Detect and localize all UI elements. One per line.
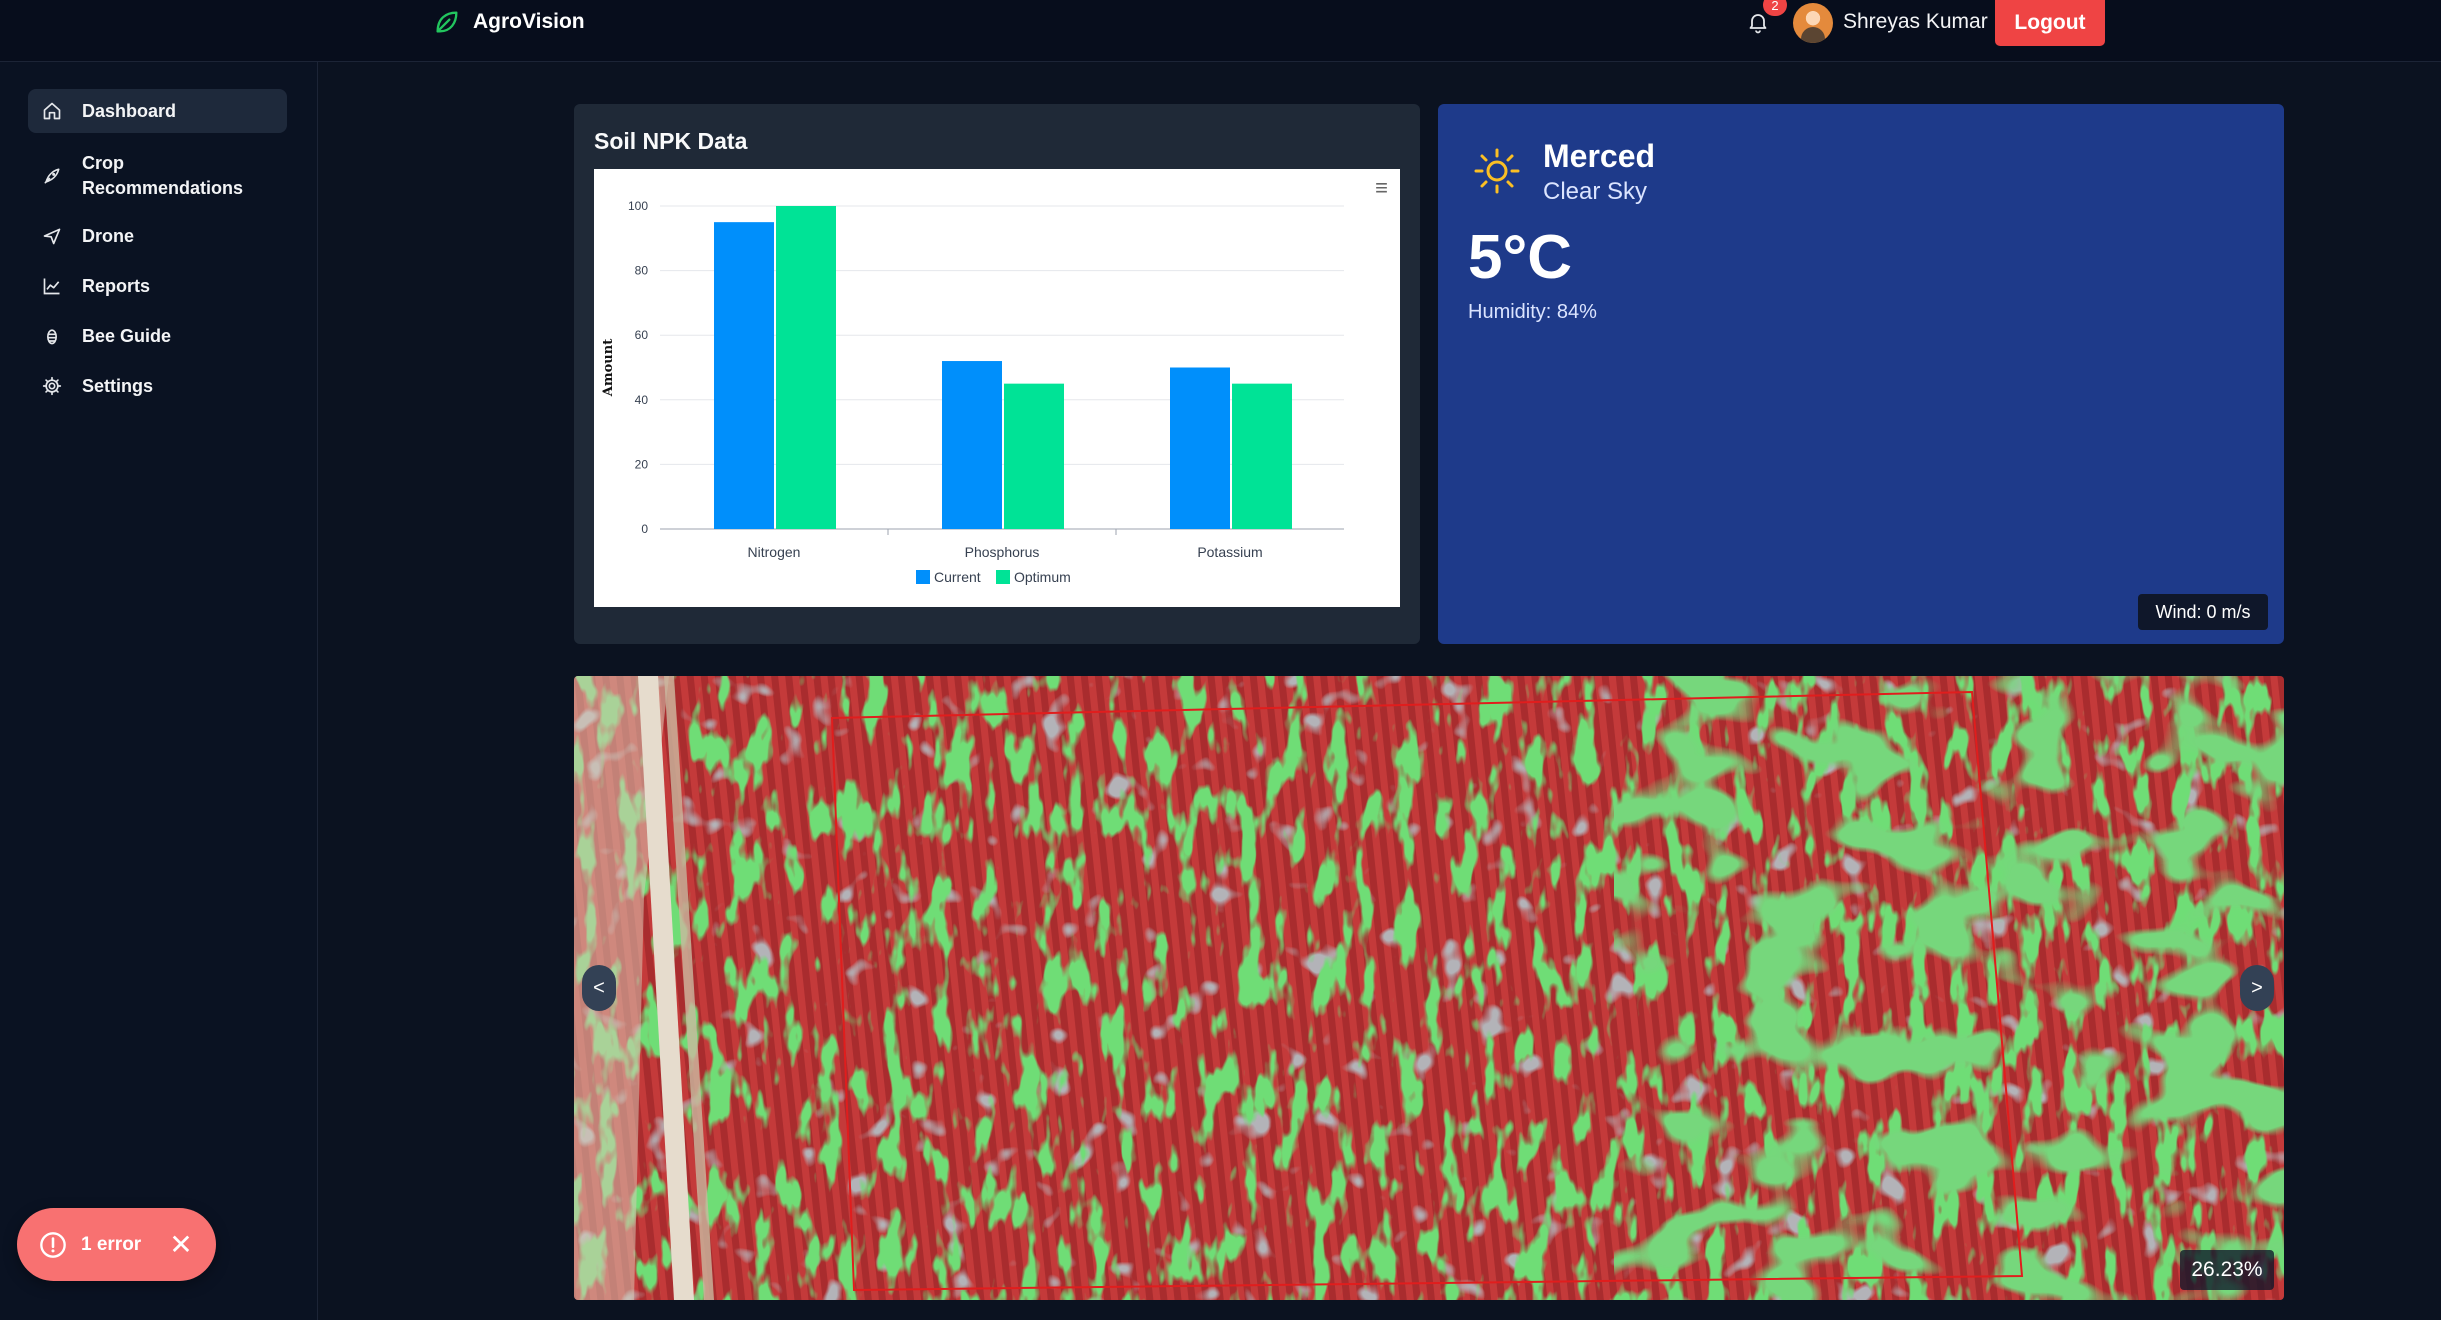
sun-icon [1474, 148, 1520, 194]
chart-icon [43, 278, 60, 295]
error-count: 1 error [81, 1233, 142, 1255]
npk-chart: ≡ 0 20 40 60 80 100 Amount Nitrogen Phosphorus Po… [594, 169, 1400, 607]
legend-swatch [916, 570, 930, 584]
y-tick-label: 80 [635, 264, 649, 278]
x-tick-label: Potassium [1197, 544, 1262, 560]
alert-icon [40, 1231, 66, 1258]
sidebar-item-label: Reports [82, 275, 151, 296]
city-name: Merced [1543, 138, 1656, 174]
y-tick-label: 60 [635, 328, 649, 342]
bar-phosphorus-optimum [1004, 383, 1064, 529]
sidebar-item-crop-recommendations[interactable]: Crop Recommendations [28, 147, 287, 205]
sidebar-item-settings[interactable]: Settings [28, 368, 287, 404]
y-tick-label: 40 [635, 393, 649, 407]
sidebar-item-label: Settings [82, 375, 154, 396]
gear-icon [42, 376, 62, 396]
y-tick-label: 20 [635, 457, 649, 471]
notification-badge: 2 [1763, 0, 1787, 16]
sidebar-item-label: Dashboard [82, 100, 177, 121]
weather-card: Merced Clear Sky 5°C Humidity: 84% Wind:… [1438, 104, 2284, 644]
bar-phosphorus-current [942, 361, 1002, 529]
next-image-button[interactable]: > [2240, 965, 2274, 1011]
logout-button[interactable]: Logout [1995, 0, 2105, 46]
x-tick-label: Nitrogen [748, 544, 801, 560]
bar-nitrogen-current [714, 222, 774, 529]
card-title: Soil NPK Data [594, 128, 748, 154]
bar-potassium-optimum [1232, 383, 1292, 529]
x-tick-label: Phosphorus [965, 544, 1040, 560]
brand[interactable]: AgroVision [433, 6, 585, 38]
bee-icon [47, 329, 57, 345]
coverage-percentage: 26.23% [2180, 1250, 2274, 1290]
legend-label: Current [934, 569, 981, 585]
field-health-map: < > 26.23% [574, 676, 2284, 1300]
sidebar-item-reports[interactable]: Reports [28, 268, 287, 304]
sidebar-item-label: Bee Guide [82, 325, 172, 346]
sidebar-item-dashboard[interactable]: Dashboard [28, 89, 287, 133]
y-axis-label: Amount [601, 339, 616, 397]
plane-icon [43, 228, 61, 245]
bar-nitrogen-optimum [776, 206, 836, 529]
prev-image-button[interactable]: < [582, 965, 616, 1011]
weather-condition: Clear Sky [1543, 178, 1648, 205]
bell-icon[interactable] [1746, 10, 1770, 34]
field-image [574, 676, 2284, 1300]
sidebar-item-label: Crop Recommendations [82, 153, 244, 198]
close-icon[interactable]: ✕ [169, 1228, 193, 1260]
brand-name: AgroVision [473, 10, 585, 33]
user-name: Shreyas Kumar [1843, 10, 1988, 33]
wind-badge: Wind: 0 m/s [2138, 594, 2268, 630]
y-tick-label: 0 [641, 522, 648, 536]
home-icon [43, 102, 61, 120]
npk-chart-svg: 0 20 40 60 80 100 Amount Nitrogen Phosphorus Pota… [601, 199, 1344, 585]
rocket-icon [44, 168, 60, 184]
sidebar-item-bee-guide[interactable]: Bee Guide [28, 318, 287, 354]
humidity: Humidity: 84% [1468, 301, 1597, 323]
bar-potassium-current [1170, 367, 1230, 529]
sidebar-item-drone[interactable]: Drone [28, 218, 287, 254]
sidebar-item-label: Drone [82, 225, 135, 246]
leaf-icon [436, 11, 458, 33]
legend-swatch [996, 570, 1010, 584]
menu-icon[interactable]: ≡ [1375, 175, 1388, 200]
top-bar: AgroVision 2 Shreyas Kumar Logout [0, 0, 2441, 62]
avatar[interactable] [1793, 3, 1833, 43]
soil-npk-card: Soil NPK Data ≡ 0 20 40 60 80 100 Amount Nitrog… [574, 104, 1420, 644]
sidebar: Dashboard Crop Recommendations Drone Rep… [0, 62, 318, 1320]
legend-label: Optimum [1014, 569, 1071, 585]
temperature: 5°C [1468, 223, 1573, 292]
error-toast[interactable]: 1 error ✕ [17, 1208, 216, 1281]
y-tick-label: 100 [628, 199, 648, 213]
